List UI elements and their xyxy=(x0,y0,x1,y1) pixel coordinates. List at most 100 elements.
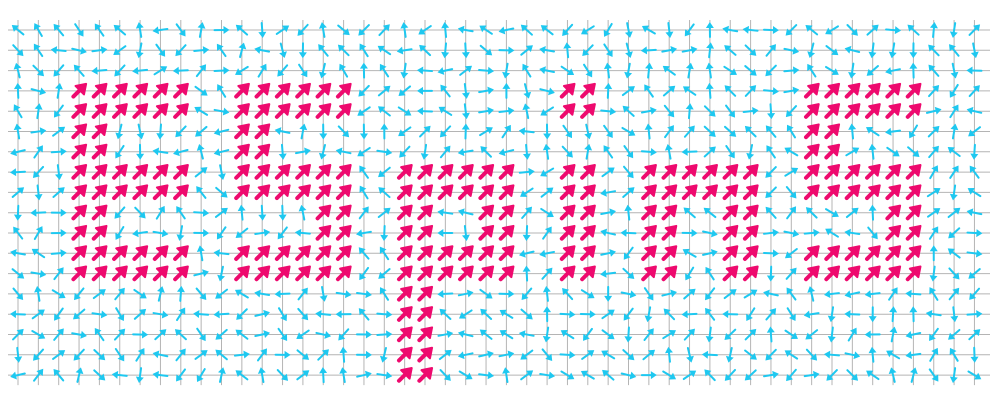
arrow-shaft xyxy=(889,129,901,133)
blue-arrow xyxy=(683,125,695,138)
arrow-shaft xyxy=(197,125,208,135)
arrow-head xyxy=(705,164,718,177)
blue-arrow xyxy=(457,25,474,34)
arrow-head xyxy=(200,88,208,96)
blue-arrow xyxy=(376,330,393,339)
pink-arrow xyxy=(132,265,149,282)
arrow-shaft xyxy=(562,124,571,135)
pink-arrow xyxy=(681,164,698,180)
arrow-head xyxy=(507,350,515,359)
arrow-shaft xyxy=(647,127,651,140)
arrow-head xyxy=(359,185,367,193)
arrow-shaft xyxy=(687,66,692,79)
arrow-head xyxy=(383,85,391,93)
arrow-shaft xyxy=(95,69,108,72)
arrow-shaft xyxy=(909,292,922,296)
arrow-head xyxy=(725,245,739,258)
blue-arrow xyxy=(175,23,186,37)
arrow-shaft xyxy=(682,372,694,381)
arrow-head xyxy=(892,149,900,157)
arrow-shaft xyxy=(643,331,652,341)
arrow-head xyxy=(176,206,183,214)
blue-arrow xyxy=(868,346,877,363)
pink-arrow xyxy=(234,123,250,140)
arrow-head xyxy=(377,106,386,114)
blue-arrow xyxy=(459,65,473,76)
arrow-head xyxy=(74,103,88,116)
pink-arrow xyxy=(71,103,88,119)
blue-arrow xyxy=(359,123,368,140)
arrow-head xyxy=(908,184,922,197)
blue-arrow xyxy=(175,307,186,322)
pink-arrow xyxy=(132,164,149,180)
arrow-shaft xyxy=(360,84,370,95)
arrow-head xyxy=(199,292,207,301)
arrow-head xyxy=(118,328,126,336)
arrow-head xyxy=(13,123,22,131)
blue-arrow xyxy=(479,329,493,340)
arrow-head xyxy=(827,265,841,279)
arrow-shaft xyxy=(441,68,454,73)
blue-arrow xyxy=(522,143,531,160)
pink-arrow xyxy=(274,82,291,99)
blue-arrow xyxy=(601,309,615,320)
arrow-head xyxy=(569,310,576,319)
blue-arrow xyxy=(706,42,715,59)
arrow-shaft xyxy=(665,67,676,76)
arrow-head xyxy=(13,214,22,221)
arrow-head xyxy=(539,66,546,75)
blue-arrow xyxy=(600,208,617,217)
arrow-head xyxy=(277,69,285,77)
arrow-shaft xyxy=(643,287,652,298)
arrow-head xyxy=(278,245,291,258)
blue-arrow xyxy=(53,23,65,37)
blue-arrow xyxy=(502,82,511,99)
blue-arrow xyxy=(157,286,165,302)
arrow-shaft xyxy=(971,126,981,135)
arrow-head xyxy=(501,184,515,197)
arrow-shaft xyxy=(498,353,511,358)
blue-arrow xyxy=(478,86,494,95)
blue-arrow xyxy=(949,22,958,38)
arrow-head xyxy=(117,313,125,322)
arrow-shaft xyxy=(461,149,474,154)
arrow-shaft xyxy=(603,124,611,135)
arrow-shaft xyxy=(14,251,26,256)
arrow-head xyxy=(847,103,861,116)
arrow-shaft xyxy=(948,290,958,301)
blue-arrow xyxy=(520,187,534,197)
blue-arrow xyxy=(133,308,147,320)
pink-arrow xyxy=(315,184,332,201)
blue-arrow xyxy=(783,86,800,95)
arrow-shaft xyxy=(76,371,81,383)
arrow-head xyxy=(98,353,106,361)
arrow-shaft xyxy=(321,26,326,38)
pink-arrow xyxy=(580,164,596,180)
pink-arrow xyxy=(417,306,434,322)
arrow-head xyxy=(772,228,779,237)
blue-arrow xyxy=(766,326,775,343)
arrow-head xyxy=(976,229,983,238)
blue-arrow xyxy=(966,66,983,75)
blue-arrow xyxy=(642,349,656,361)
arrow-head xyxy=(663,308,671,316)
blue-arrow xyxy=(742,25,759,34)
arrow-shaft xyxy=(56,164,61,177)
arrow-head xyxy=(444,349,452,357)
arrow-shaft xyxy=(356,291,368,296)
pink-arrow xyxy=(458,245,474,261)
arrow-shaft xyxy=(219,265,224,278)
arrow-shaft xyxy=(238,227,249,236)
arrow-head xyxy=(722,25,730,34)
arrow-head xyxy=(400,306,413,319)
arrow-head xyxy=(32,170,40,179)
blue-arrow xyxy=(663,308,676,321)
arrow-shaft xyxy=(948,267,958,277)
blue-arrow xyxy=(295,147,311,156)
arrow-head xyxy=(605,49,613,57)
pink-arrow xyxy=(580,224,596,241)
arrow-shaft xyxy=(661,48,674,53)
arrow-shaft xyxy=(478,109,491,114)
blue-arrow xyxy=(31,309,45,320)
arrow-head xyxy=(665,346,673,354)
